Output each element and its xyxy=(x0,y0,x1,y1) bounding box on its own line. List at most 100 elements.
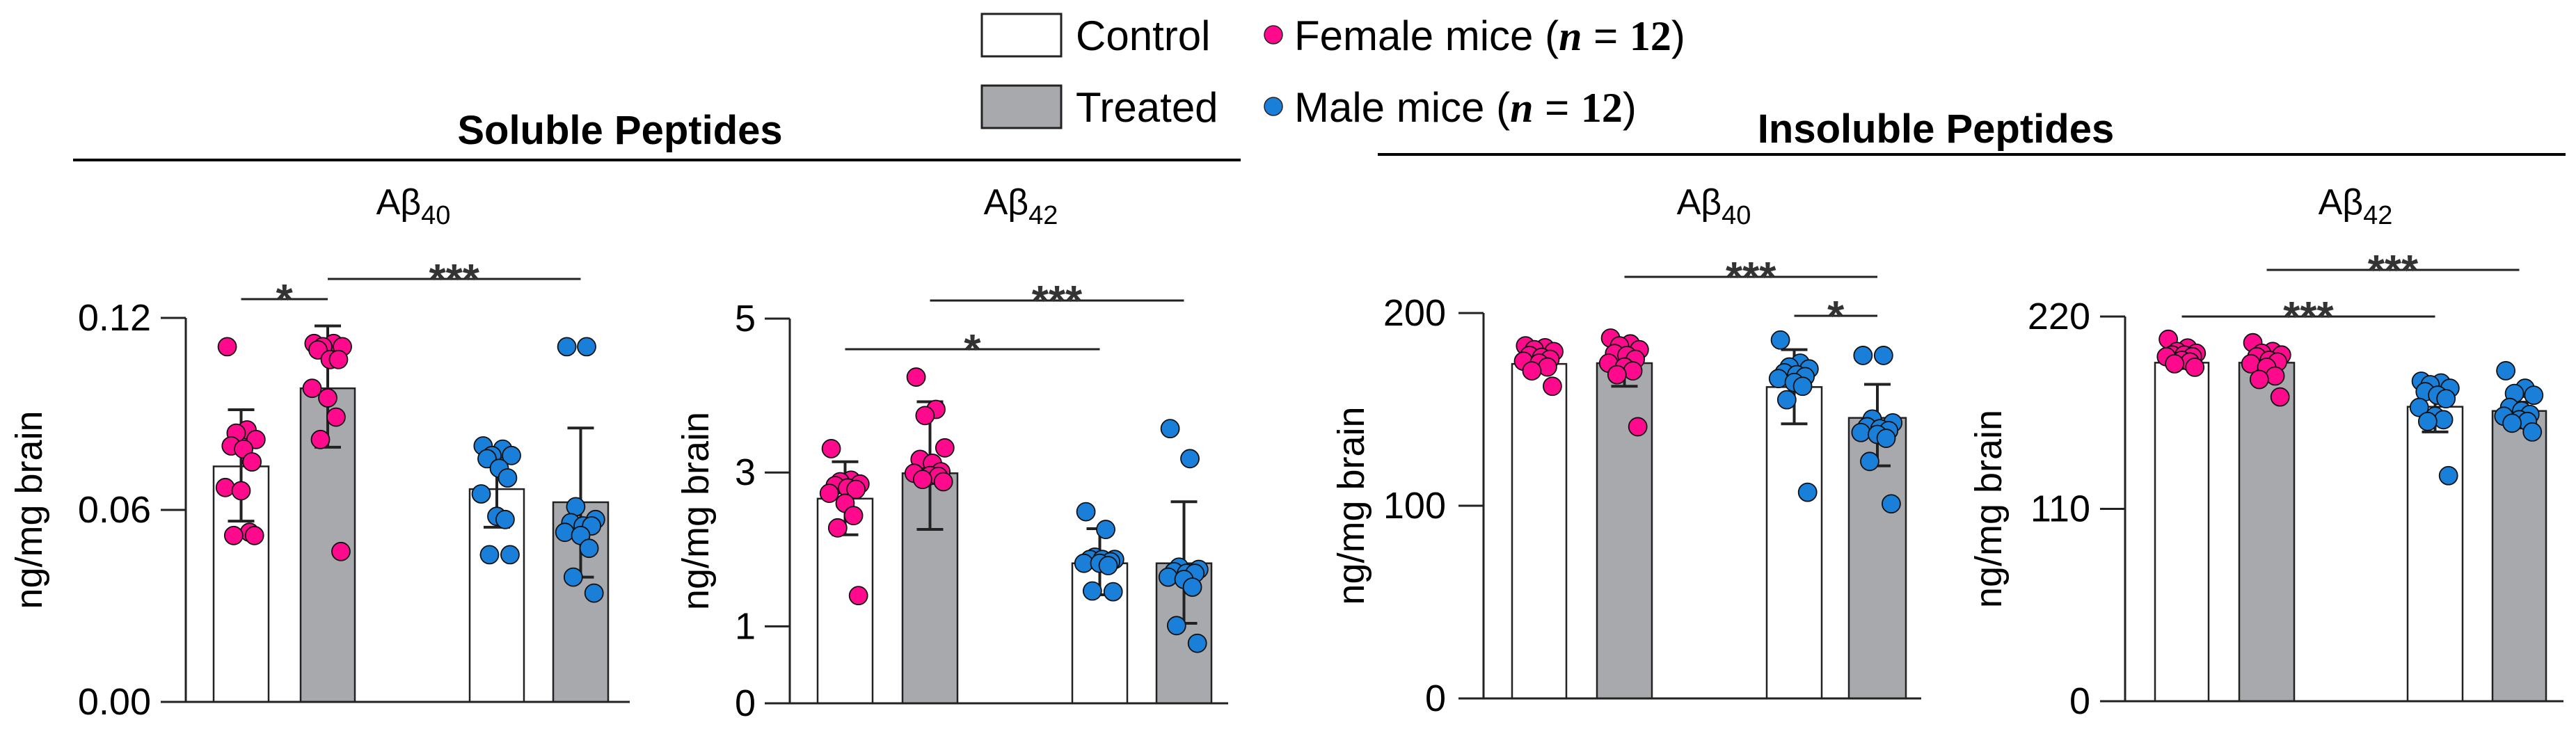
significance-label: *** xyxy=(1032,278,1083,326)
legend-label-female: Female mice (n = 12) xyxy=(1294,13,1685,59)
data-point-female xyxy=(915,406,935,426)
data-point-male xyxy=(1853,346,1873,365)
data-point-male xyxy=(1187,633,1207,653)
data-point-female xyxy=(302,378,322,399)
panel-title: Aβ42 xyxy=(984,182,1058,230)
y-tick-label: 100 xyxy=(1383,485,1446,527)
panel-title-main: Aβ xyxy=(376,182,422,223)
data-point-male xyxy=(2524,385,2544,406)
data-point-female xyxy=(242,452,262,472)
bar-treated-female xyxy=(1596,362,1653,700)
data-point-male xyxy=(502,445,521,465)
legend: Control Treated Female mice (n = 12) Mal… xyxy=(980,13,1685,131)
data-point-female xyxy=(244,525,264,545)
significance-label: * xyxy=(964,326,981,374)
data-point-male xyxy=(1082,581,1102,601)
section-title-insoluble: Insoluble Peptides xyxy=(1758,106,2114,152)
legend-label-control: Control xyxy=(1076,13,1210,59)
legend-female-n-symbol: n xyxy=(1559,13,1582,59)
y-tick-label: 0 xyxy=(1425,678,1446,719)
data-point-female xyxy=(1607,365,1627,385)
data-point-male xyxy=(584,583,604,603)
data-point-female xyxy=(846,479,866,499)
data-point-female xyxy=(1623,361,1643,381)
data-point-male xyxy=(555,522,575,543)
data-point-female xyxy=(310,429,331,449)
bar-treated-male xyxy=(2491,410,2547,703)
data-point-male xyxy=(1776,390,1797,410)
data-point-female xyxy=(1628,417,1648,437)
significance-label: * xyxy=(276,276,294,324)
data-point-female xyxy=(215,477,235,497)
y-tick-label: 0.06 xyxy=(78,489,151,531)
significance-label: *** xyxy=(1726,254,1776,302)
data-point-male xyxy=(471,484,491,504)
legend-label-male: Male mice (n = 12) xyxy=(1294,84,1637,131)
data-point-male xyxy=(1098,556,1118,575)
data-point-male xyxy=(1076,502,1096,522)
y-tick-label: 3 xyxy=(735,451,756,493)
y-axis-label: ng/mg brain xyxy=(1330,406,1372,605)
data-point-male xyxy=(1876,429,1896,448)
data-point-male xyxy=(2496,361,2515,381)
legend-female-n-value: 12 xyxy=(1630,13,1671,59)
data-point-male xyxy=(2436,389,2456,409)
data-point-female xyxy=(819,483,839,503)
significance-label: * xyxy=(1827,293,1845,341)
data-point-female xyxy=(331,541,351,561)
data-point-male xyxy=(1182,577,1202,597)
legend-label-treated: Treated xyxy=(1076,84,1218,131)
y-tick-label: 0.00 xyxy=(78,681,151,723)
significance-label: *** xyxy=(2283,294,2334,342)
legend-female-dot-icon xyxy=(1264,25,1283,45)
data-point-female xyxy=(2165,353,2185,374)
data-point-male xyxy=(1797,482,1818,502)
panel-title-main: Aβ xyxy=(984,182,1029,223)
bar-control-female xyxy=(2154,362,2210,703)
legend-female-text: Female mice xyxy=(1294,13,1533,59)
data-point-female xyxy=(328,349,349,369)
panel-title-subscript: 40 xyxy=(421,201,450,230)
y-tick-label: 200 xyxy=(1383,292,1446,334)
y-tick-label: 220 xyxy=(2028,296,2090,337)
bar-treated-female xyxy=(2238,362,2296,703)
y-tick-label: 0 xyxy=(2069,680,2090,722)
y-tick-label: 110 xyxy=(2030,488,2090,530)
data-point-male xyxy=(498,468,518,488)
data-point-female xyxy=(326,407,346,427)
data-point-male xyxy=(1103,582,1123,602)
data-point-male xyxy=(1770,330,1790,350)
data-point-male xyxy=(1180,449,1200,469)
data-point-female xyxy=(318,388,337,408)
y-tick-label: 0.12 xyxy=(78,297,151,339)
legend-male-text: Male mice xyxy=(1294,84,1484,131)
legend-swatch-control xyxy=(980,13,1063,58)
legend-male-n-symbol: n xyxy=(1510,85,1533,131)
panel-title-main: Aβ xyxy=(1677,182,1722,223)
y-tick-label: 5 xyxy=(735,298,756,339)
data-point-male xyxy=(479,545,500,565)
data-point-female xyxy=(906,367,926,387)
panel-title-subscript: 42 xyxy=(2363,201,2392,230)
panel-title: Aβ40 xyxy=(1677,182,1751,230)
panel-4: Aβ42 ng/mg brain 0 110 220 *** *** xyxy=(1968,182,2563,722)
data-point-female xyxy=(1522,361,1542,381)
data-point-male xyxy=(500,545,520,565)
data-point-female xyxy=(2265,366,2285,386)
data-point-male xyxy=(1873,346,1893,365)
data-point-male xyxy=(2409,397,2429,417)
data-point-male xyxy=(2502,413,2522,433)
panel-title: Aβ42 xyxy=(2319,182,2393,230)
data-point-female xyxy=(827,518,848,538)
data-point-male xyxy=(566,497,586,517)
legend-swatch-treated xyxy=(980,84,1063,129)
data-point-male xyxy=(2522,422,2543,442)
data-point-female xyxy=(935,438,955,458)
data-point-male xyxy=(563,567,583,587)
y-axis-label: ng/mg brain xyxy=(675,412,717,610)
data-point-female xyxy=(223,525,244,545)
data-point-male xyxy=(579,538,599,559)
